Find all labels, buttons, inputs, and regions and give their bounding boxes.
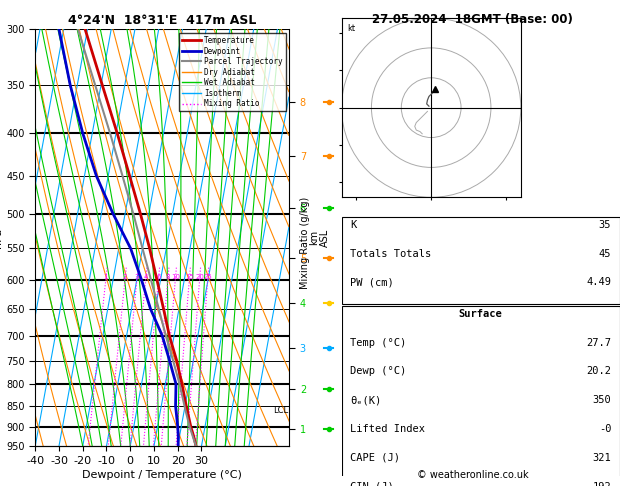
Text: 192: 192	[593, 482, 611, 486]
Text: Temp (°C): Temp (°C)	[350, 338, 406, 347]
Text: LCL: LCL	[274, 406, 289, 415]
Text: 27.05.2024  18GMT (Base: 00): 27.05.2024 18GMT (Base: 00)	[372, 13, 573, 26]
Text: CIN (J): CIN (J)	[350, 482, 394, 486]
Text: Dewp (°C): Dewp (°C)	[350, 366, 406, 376]
Text: PW (cm): PW (cm)	[350, 278, 394, 287]
Bar	[342, 217, 620, 304]
Text: 1: 1	[104, 274, 108, 280]
Text: 350: 350	[593, 395, 611, 405]
Text: 35: 35	[599, 220, 611, 230]
Text: 20: 20	[195, 274, 204, 280]
Text: CAPE (J): CAPE (J)	[350, 453, 400, 463]
Text: K: K	[350, 220, 356, 230]
Text: Surface: Surface	[459, 309, 503, 319]
Text: Mixing Ratio (g/kg): Mixing Ratio (g/kg)	[300, 197, 310, 289]
Title: 4°24'N  18°31'E  417m ASL: 4°24'N 18°31'E 417m ASL	[68, 14, 257, 27]
Y-axis label: km
ASL: km ASL	[309, 228, 330, 247]
Text: 3: 3	[135, 274, 139, 280]
Text: 25: 25	[203, 274, 212, 280]
Text: 4: 4	[143, 274, 148, 280]
Text: 15: 15	[185, 274, 194, 280]
Text: © weatheronline.co.uk: © weatheronline.co.uk	[417, 470, 528, 480]
Text: 45: 45	[599, 249, 611, 259]
Legend: Temperature, Dewpoint, Parcel Trajectory, Dry Adiabat, Wet Adiabat, Isotherm, Mi: Temperature, Dewpoint, Parcel Trajectory…	[179, 33, 286, 111]
Text: 6: 6	[156, 274, 160, 280]
Text: 27.7: 27.7	[586, 338, 611, 347]
X-axis label: Dewpoint / Temperature (°C): Dewpoint / Temperature (°C)	[82, 470, 242, 480]
Text: 321: 321	[593, 453, 611, 463]
Text: Totals Totals: Totals Totals	[350, 249, 431, 259]
Text: 10: 10	[171, 274, 180, 280]
Text: 20.2: 20.2	[586, 366, 611, 376]
Text: Lifted Index: Lifted Index	[350, 424, 425, 434]
Text: θₑ(K): θₑ(K)	[350, 395, 381, 405]
Text: kt: kt	[347, 24, 355, 33]
Bar	[342, 306, 620, 486]
Text: 8: 8	[165, 274, 170, 280]
Text: 2: 2	[123, 274, 127, 280]
Y-axis label: hPa: hPa	[0, 227, 3, 248]
Text: 4.49: 4.49	[586, 278, 611, 287]
Text: -0: -0	[599, 424, 611, 434]
